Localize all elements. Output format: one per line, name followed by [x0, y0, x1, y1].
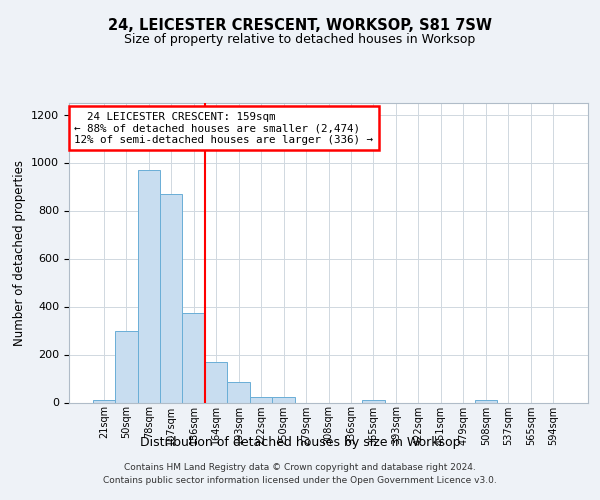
Bar: [272, 396, 295, 402]
Bar: [115, 330, 137, 402]
Text: Distribution of detached houses by size in Worksop: Distribution of detached houses by size …: [140, 436, 460, 449]
Bar: [160, 194, 182, 402]
Bar: [227, 382, 250, 402]
Text: 24, LEICESTER CRESCENT, WORKSOP, S81 7SW: 24, LEICESTER CRESCENT, WORKSOP, S81 7SW: [108, 18, 492, 32]
Bar: [250, 396, 272, 402]
Bar: [205, 362, 227, 403]
Text: 24 LEICESTER CRESCENT: 159sqm
← 88% of detached houses are smaller (2,474)
12% o: 24 LEICESTER CRESCENT: 159sqm ← 88% of d…: [74, 112, 373, 144]
Bar: [92, 400, 115, 402]
Y-axis label: Number of detached properties: Number of detached properties: [13, 160, 26, 346]
Bar: [362, 400, 385, 402]
Bar: [137, 170, 160, 402]
Bar: [182, 312, 205, 402]
Text: Contains public sector information licensed under the Open Government Licence v3: Contains public sector information licen…: [103, 476, 497, 485]
Bar: [475, 400, 497, 402]
Text: Size of property relative to detached houses in Worksop: Size of property relative to detached ho…: [124, 32, 476, 46]
Text: Contains HM Land Registry data © Crown copyright and database right 2024.: Contains HM Land Registry data © Crown c…: [124, 464, 476, 472]
